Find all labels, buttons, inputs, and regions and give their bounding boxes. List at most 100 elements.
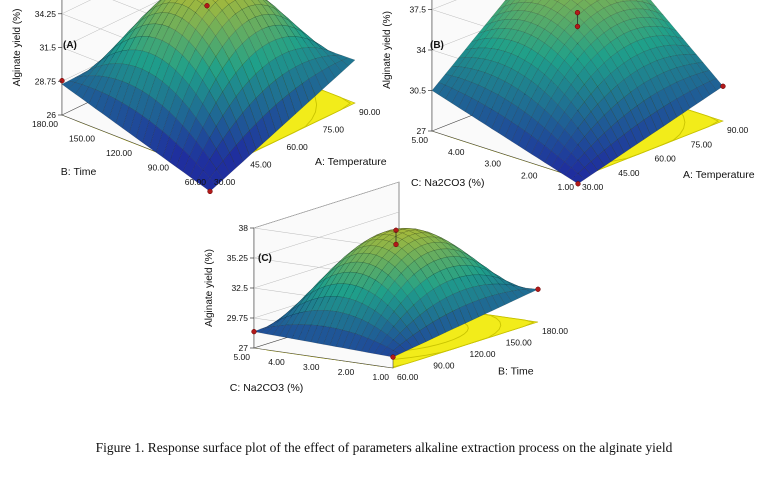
surface-cell bbox=[428, 232, 442, 239]
surface-cell bbox=[459, 275, 473, 290]
surface-cell bbox=[597, 79, 612, 98]
x-axis: 30.00 45.00 60.00 75.00 90.00 A: Temperature bbox=[214, 107, 387, 187]
surface-cell bbox=[381, 274, 395, 291]
surface-cell bbox=[551, 122, 565, 141]
design-point bbox=[393, 241, 399, 248]
x-tick-label: 180.00 bbox=[542, 326, 568, 336]
wall-gridline bbox=[253, 181, 400, 229]
surface-cell bbox=[439, 297, 453, 315]
surface-cell bbox=[630, 124, 645, 145]
surface-cell bbox=[498, 81, 512, 100]
surface-cell bbox=[451, 57, 466, 67]
surface-cell bbox=[491, 28, 506, 39]
design-point bbox=[574, 9, 581, 16]
surface-cell bbox=[622, 0, 631, 2]
x-tick-label: 75.00 bbox=[323, 125, 345, 135]
surface-cell bbox=[328, 63, 343, 79]
surface-cell bbox=[590, 0, 605, 13]
surface-cell bbox=[134, 11, 149, 26]
surface-cell bbox=[498, 117, 512, 138]
surface-cell bbox=[504, 84, 519, 104]
surface-cell bbox=[382, 250, 396, 263]
surface-cell bbox=[595, 0, 600, 2]
surface-cell bbox=[544, 97, 559, 117]
surface-cell bbox=[689, 54, 704, 64]
surface-cell bbox=[478, 47, 492, 60]
y-axis: 1.00 2.00 3.00 4.00 5.00 C: Na2CO3 (%) bbox=[230, 352, 389, 394]
surface-cell bbox=[590, 86, 605, 105]
surface-cell bbox=[553, 0, 560, 2]
surface-cell bbox=[544, 47, 559, 65]
surface-cell bbox=[491, 113, 506, 134]
surface-cell bbox=[491, 38, 505, 50]
surface-cell bbox=[342, 331, 356, 350]
surface-cell bbox=[630, 17, 644, 29]
surface-cell bbox=[643, 26, 658, 38]
x-tick-label: 60.00 bbox=[655, 154, 677, 164]
z-tick-label: 26 bbox=[47, 110, 57, 120]
surface-cell bbox=[571, 144, 585, 161]
surface-cell bbox=[242, 57, 256, 82]
surface-cell bbox=[362, 253, 377, 265]
surface-cell bbox=[478, 297, 493, 315]
surface-cell bbox=[471, 47, 486, 59]
surface-cell bbox=[630, 28, 644, 42]
design-point bbox=[204, 3, 210, 9]
surface-cell bbox=[288, 49, 303, 68]
surface-cell bbox=[571, 0, 584, 5]
surface-cell bbox=[656, 35, 671, 47]
surface-cell bbox=[285, 324, 299, 339]
surface-cell bbox=[458, 304, 473, 324]
surface-cell bbox=[314, 56, 329, 72]
design-points bbox=[574, 9, 726, 187]
surface-cell bbox=[343, 253, 358, 265]
surface-cell bbox=[419, 293, 434, 311]
surface-cell bbox=[108, 78, 123, 100]
surface-cell bbox=[504, 121, 519, 142]
surface-cell bbox=[544, 8, 558, 21]
surface-cell bbox=[453, 249, 468, 259]
surface-cell bbox=[550, 69, 565, 88]
surface-cell bbox=[382, 230, 397, 236]
design-point bbox=[575, 181, 581, 187]
surface-cell bbox=[564, 51, 578, 68]
y-tick-label: 1.00 bbox=[372, 372, 389, 382]
surface-cell bbox=[517, 2, 532, 11]
surface-cell bbox=[446, 266, 460, 280]
surface-cell bbox=[590, 139, 605, 157]
surface-cell bbox=[524, 2, 539, 13]
surface-cell bbox=[380, 304, 395, 321]
surface-cell bbox=[367, 326, 382, 342]
surface-cell bbox=[375, 247, 390, 259]
surface-cell bbox=[281, 51, 296, 72]
surface-cell bbox=[564, 167, 579, 180]
surface-cell bbox=[656, 72, 671, 90]
z-tick-label: 35.25 bbox=[227, 253, 249, 263]
y-tick-label: 3.00 bbox=[484, 159, 501, 169]
surface-cell bbox=[229, 144, 244, 168]
y-tick-label: 2.00 bbox=[521, 170, 538, 180]
surface-cell bbox=[557, 161, 572, 176]
surface-cell bbox=[334, 60, 349, 73]
surface-cell bbox=[458, 67, 472, 81]
surface-cell bbox=[650, 92, 664, 112]
design-point bbox=[720, 83, 726, 89]
surface-cell bbox=[262, 110, 277, 139]
surface-cell bbox=[504, 102, 519, 123]
surface-cell bbox=[400, 266, 415, 281]
surface-cell bbox=[235, 9, 249, 26]
x-tick-label: 45.00 bbox=[618, 168, 640, 178]
x-tick-label: 60.00 bbox=[397, 372, 419, 382]
surface-cell bbox=[354, 335, 369, 352]
surface-cell bbox=[551, 139, 565, 157]
y-tick-label: 5.00 bbox=[233, 352, 250, 362]
surface-cell bbox=[341, 57, 356, 67]
surface-cell bbox=[413, 283, 428, 300]
surface-cell bbox=[420, 278, 434, 295]
surface-cell bbox=[259, 326, 274, 335]
surface-cell bbox=[498, 292, 512, 305]
surface-cell bbox=[517, 0, 527, 4]
surface-cell bbox=[387, 311, 401, 327]
